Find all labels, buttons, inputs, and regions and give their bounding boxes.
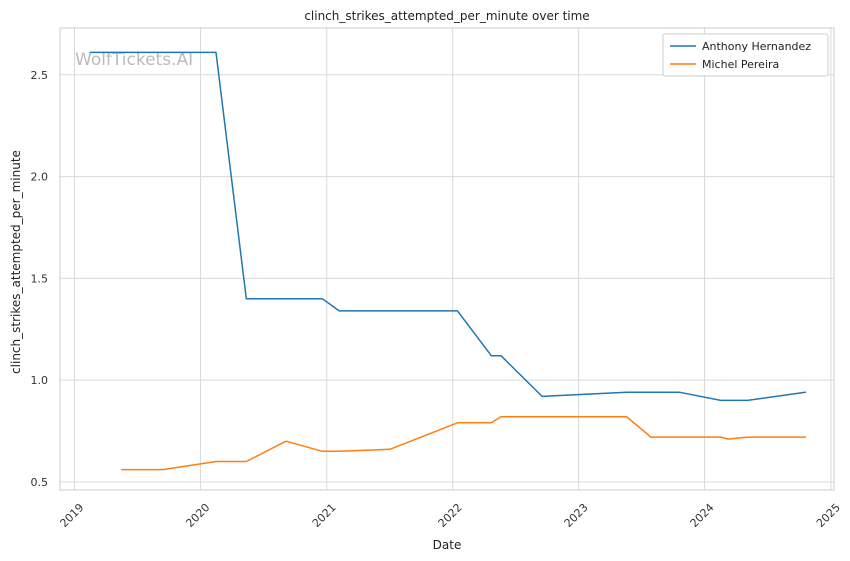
y-tick-label: 0.5 xyxy=(31,476,49,489)
y-tick-label: 1.0 xyxy=(31,374,49,387)
y-tick-label: 1.5 xyxy=(31,272,49,285)
y-tick-labels: 0.5 1.0 1.5 2.0 2.5 xyxy=(31,69,49,489)
series-line-michel-pereira xyxy=(121,415,807,471)
grid xyxy=(60,28,834,490)
x-tick-label: 2020 xyxy=(183,501,212,530)
plot-frame xyxy=(59,27,835,491)
x-axis-label: Date xyxy=(433,538,462,552)
x-tick-label: 2024 xyxy=(688,501,717,530)
y-tick-label: 2.0 xyxy=(31,171,49,184)
x-tick-label: 2025 xyxy=(814,501,843,530)
legend-box xyxy=(662,33,829,77)
legend-label-anthony-hernandez: Anthony Hernandez xyxy=(702,40,811,53)
chart-title: clinch_strikes_attempted_per_minute over… xyxy=(304,9,589,23)
y-tick-label: 2.5 xyxy=(31,69,49,82)
x-tick-labels: 2019 2020 2021 2022 2023 2024 2025 xyxy=(58,501,843,530)
legend-label-michel-pereira: Michel Pereira xyxy=(702,58,779,71)
series-layer xyxy=(89,51,807,471)
x-tick-label: 2019 xyxy=(58,501,87,530)
series-line-anthony-hernandez xyxy=(89,51,807,402)
watermark: WolfTickets.AI xyxy=(75,50,193,70)
legend: Anthony Hernandez Michel Pereira xyxy=(662,33,829,77)
x-tick-label: 2022 xyxy=(436,501,465,530)
x-tick-label: 2021 xyxy=(310,501,339,530)
y-axis-label: clinch_strikes_attempted_per_minute xyxy=(9,150,23,374)
x-tick-label: 2023 xyxy=(562,501,591,530)
plot-background xyxy=(60,28,834,490)
